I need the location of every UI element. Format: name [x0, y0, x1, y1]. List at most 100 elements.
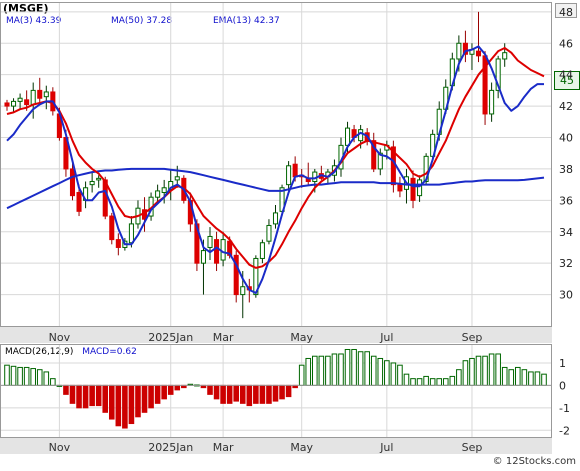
candle-up: [161, 187, 167, 193]
macd-bar-negative: [285, 384, 292, 398]
macd-bar-positive: [344, 348, 351, 386]
ema13-line: [6, 47, 545, 269]
price-tick-label: 42: [559, 100, 573, 113]
candle-down: [292, 163, 298, 178]
macd-bar-negative: [246, 384, 253, 407]
macd-bar-positive: [403, 373, 410, 386]
macd-bar-positive: [423, 375, 429, 386]
macd-tick-label: 0: [559, 379, 566, 392]
macd-bar-negative: [253, 384, 259, 404]
ema13-legend: EMA(13) 42.37: [213, 16, 280, 26]
macd-legend: MACD(26,12,9) MACD=0.62: [5, 347, 137, 357]
macd-bar-positive: [488, 353, 495, 386]
price-tick-label: 36: [559, 194, 573, 207]
macd-x-tick-label: Mar: [213, 441, 234, 454]
macd-bar-positive: [436, 378, 443, 386]
macd-bar-negative: [279, 384, 285, 400]
macd-tick-label: -2: [559, 424, 570, 437]
candle-up: [417, 179, 423, 197]
ema13-legend-label: EMA(13): [213, 16, 252, 26]
candle-up: [259, 242, 265, 259]
macd-bar-negative: [135, 384, 141, 418]
price-tick-label: 44: [559, 69, 573, 82]
macd-bar-negative: [161, 384, 167, 400]
macd-bar-positive: [397, 364, 403, 386]
candle-up: [253, 257, 259, 296]
price-x-axis-strip: [0, 327, 552, 343]
ma3-line: [6, 45, 544, 294]
macd-bar-positive: [305, 357, 312, 386]
candle-up: [128, 223, 134, 244]
macd-bar-positive: [501, 366, 508, 386]
macd-tick-label: -1: [559, 402, 570, 415]
candle-up: [30, 89, 36, 106]
candle-up: [89, 180, 95, 186]
macd-bar-negative: [122, 384, 128, 429]
candle-up: [489, 89, 495, 115]
candle-up: [495, 58, 501, 91]
macd-bar-negative: [63, 384, 69, 395]
price-x-tick-label: Sep: [462, 331, 483, 344]
price-tick-label: 30: [559, 289, 573, 302]
candle-down: [37, 89, 43, 99]
candle-up: [286, 165, 292, 186]
candle-down: [475, 50, 482, 57]
macd-bar-negative: [89, 384, 95, 407]
price-x-tick-label: Nov: [49, 331, 71, 344]
price-tick-label: 34: [559, 226, 573, 239]
candle-up: [502, 52, 508, 60]
candle-down: [115, 239, 121, 248]
macd-bar-negative: [102, 384, 109, 413]
macd-bar-positive: [495, 353, 501, 386]
macd-bar-positive: [325, 355, 331, 386]
candle-down: [24, 99, 30, 106]
candle-down: [214, 239, 220, 264]
macd-bar-positive: [469, 357, 475, 386]
macd-x-tick-label: Nov: [49, 441, 71, 454]
candle-down: [76, 191, 82, 212]
macd-tick-label: 1: [559, 357, 566, 370]
candle-down: [4, 102, 10, 107]
candle-up: [155, 190, 161, 198]
macd-bar-negative: [69, 384, 76, 404]
chart-menu-icon[interactable]: [555, 3, 577, 18]
macd-bar-negative: [226, 384, 233, 404]
macd-bar-positive: [17, 366, 23, 386]
macd-bar-negative: [76, 384, 82, 409]
macd-legend-value: MACD=0.62: [82, 347, 137, 357]
price-x-tick-label: Jul: [379, 331, 393, 344]
macd-bar-positive: [384, 360, 390, 386]
price-tick-label: 38: [559, 163, 573, 176]
price-tick-label: 32: [559, 257, 573, 270]
macd-bar-negative: [115, 384, 122, 427]
ma3-legend-label: MA(3): [6, 16, 33, 26]
macd-bar-negative: [239, 384, 246, 404]
ma50-legend-value: 37.28: [146, 16, 173, 26]
macd-bar-negative: [207, 384, 213, 395]
price-tick-label: 46: [559, 37, 573, 50]
candle-down: [397, 184, 403, 192]
macd-bar-negative: [266, 384, 272, 404]
macd-bar-positive: [50, 378, 56, 386]
macd-bar-negative: [154, 384, 161, 404]
macd-bar-positive: [462, 360, 469, 386]
macd-bar-negative: [108, 384, 115, 420]
macd-bar-positive: [4, 364, 10, 386]
macd-bar-positive: [390, 362, 397, 386]
macd-bar-positive: [318, 355, 325, 386]
macd-bar-negative: [141, 384, 148, 413]
macd-bar-positive: [475, 355, 482, 386]
candle-up: [207, 235, 213, 248]
macd-x-tick-label: Jul: [379, 441, 393, 454]
macd-bar-positive: [416, 378, 423, 386]
macd-bar-positive: [298, 364, 305, 386]
macd-bar-positive: [351, 348, 357, 386]
candle-down: [233, 254, 239, 296]
ma3-legend-value: 43.39: [35, 16, 62, 26]
macd-bar-positive: [442, 378, 449, 386]
candle-up: [96, 177, 102, 181]
candle-down: [410, 177, 416, 201]
macd-bar-negative: [259, 384, 266, 404]
macd-x-tick-label: May: [290, 441, 313, 454]
